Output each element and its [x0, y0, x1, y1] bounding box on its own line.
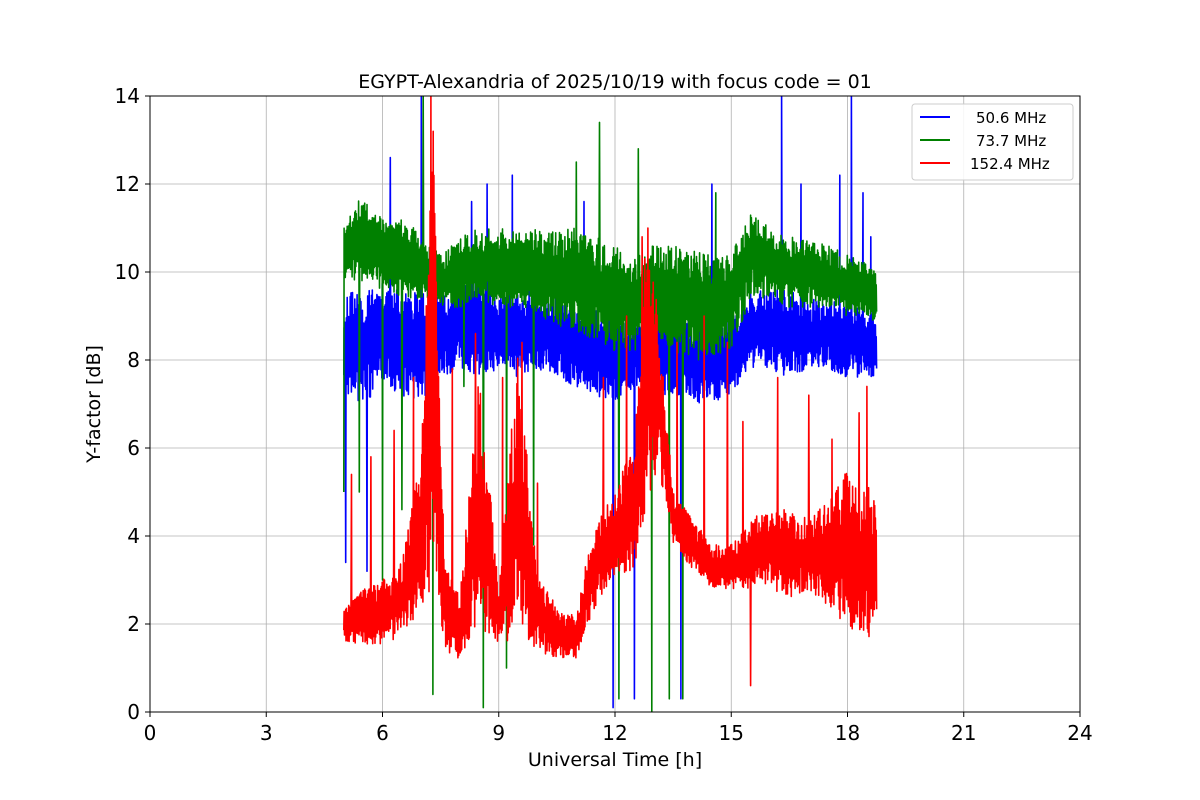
- series-line-152-4-mhz: [343, 96, 878, 687]
- x-tick-label: 3: [260, 721, 273, 745]
- x-tick-label: 15: [719, 721, 744, 745]
- series-layer: [343, 96, 878, 712]
- y-tick-label: 6: [127, 436, 140, 460]
- legend: 50.6 MHz 73.7 MHz 152.4 MHz: [911, 103, 1074, 181]
- y-axis-label: Y-factor [dB]: [83, 345, 105, 464]
- y-tick-label: 0: [127, 700, 140, 724]
- legend-label-152-4-mhz: 152.4 MHz: [970, 155, 1050, 173]
- x-axis-label: Universal Time [h]: [528, 749, 702, 771]
- x-tick-label: 9: [492, 721, 505, 745]
- y-tick-label: 14: [115, 84, 140, 108]
- y-tick-label: 2: [127, 612, 140, 636]
- x-tick-label: 12: [602, 721, 627, 745]
- x-tick-label: 6: [376, 721, 389, 745]
- y-tick-label: 8: [127, 348, 140, 372]
- x-tick-label: 18: [835, 721, 860, 745]
- y-tick-label: 12: [115, 172, 140, 196]
- y-tick-label: 10: [115, 260, 140, 284]
- x-tick-label: 0: [144, 721, 157, 745]
- legend-frame: [911, 103, 1074, 181]
- y-tick-label: 4: [127, 524, 140, 548]
- legend-label-73-7-mhz: 73.7 MHz: [976, 132, 1046, 150]
- legend-label-50-6-mhz: 50.6 MHz: [976, 109, 1046, 127]
- chart-title: EGYPT-Alexandria of 2025/10/19 with focu…: [358, 71, 872, 93]
- x-tick-label: 21: [951, 721, 976, 745]
- x-tick-label: 24: [1067, 721, 1092, 745]
